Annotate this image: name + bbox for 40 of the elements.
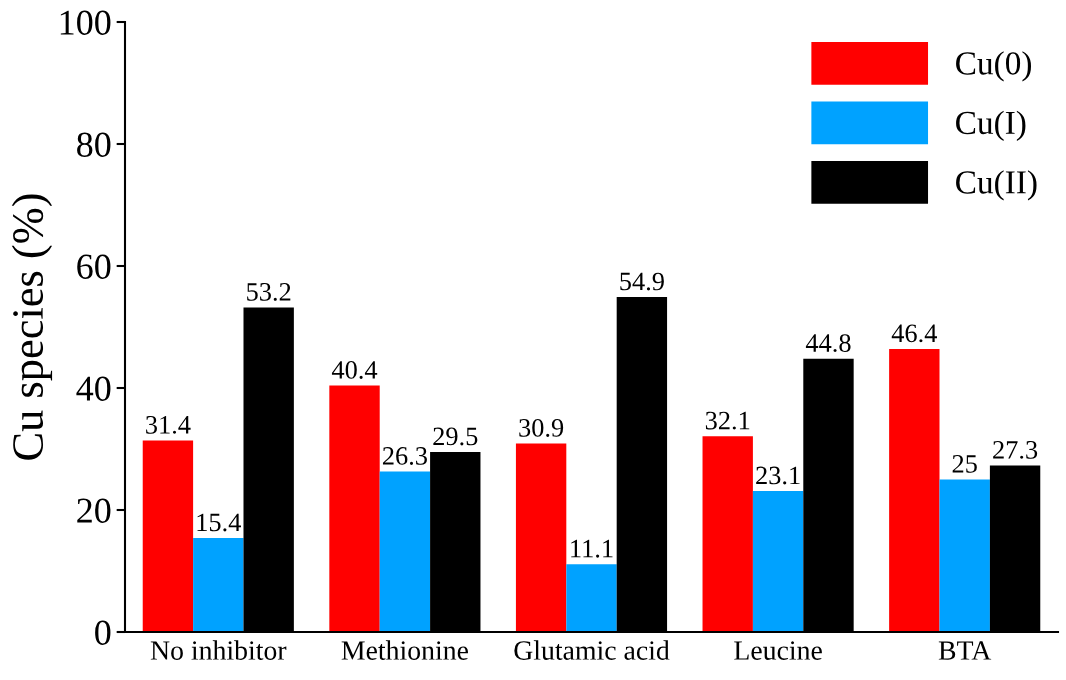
data-label: 30.9 (519, 418, 564, 437)
bar (889, 348, 940, 632)
x-tick-label: No inhibitor (150, 640, 287, 660)
x-tick-label: Glutamic acid (514, 640, 670, 660)
legend-label: Cu(II) (956, 170, 1037, 201)
bar (379, 471, 431, 632)
x-tick-label: Leucine (734, 641, 822, 660)
data-label: 31.4 (146, 415, 191, 434)
legend-label: Cu(0) (956, 51, 1032, 82)
data-label: 15.4 (197, 513, 241, 532)
bar (193, 538, 244, 632)
bar (939, 479, 990, 632)
data-label: 44.8 (805, 334, 851, 353)
bar (142, 440, 194, 632)
y-axis-title: Cu species (%) (11, 194, 53, 460)
y-tick-label: 100 (60, 10, 111, 35)
data-label: 26.3 (382, 447, 427, 465)
y-tick-label: 0 (95, 620, 111, 645)
bar (752, 491, 804, 632)
legend-label: Cu(I) (956, 110, 1026, 141)
data-label: 29.5 (433, 427, 478, 446)
bar (515, 443, 567, 632)
x-tick-label: Methionine (341, 640, 468, 660)
y-tick-label: 40 (76, 376, 111, 401)
data-label: 32.1 (705, 411, 750, 430)
bar (702, 436, 753, 632)
bar (566, 564, 617, 632)
data-label: 40.4 (331, 361, 378, 379)
bar (329, 385, 380, 632)
y-tick-label: 60 (77, 254, 111, 279)
data-label: 27.3 (993, 440, 1038, 459)
x-tick-label: BTA (938, 641, 992, 660)
y-tick-label: 20 (77, 498, 111, 523)
y-tick-label: 80 (77, 132, 111, 157)
data-label: 46.4 (891, 324, 937, 343)
data-label: 25 (952, 455, 977, 473)
data-label: 53.2 (247, 283, 291, 301)
data-label: 23.1 (756, 466, 800, 485)
data-label: 54.9 (620, 272, 664, 291)
data-label: 11.1 (571, 539, 613, 558)
